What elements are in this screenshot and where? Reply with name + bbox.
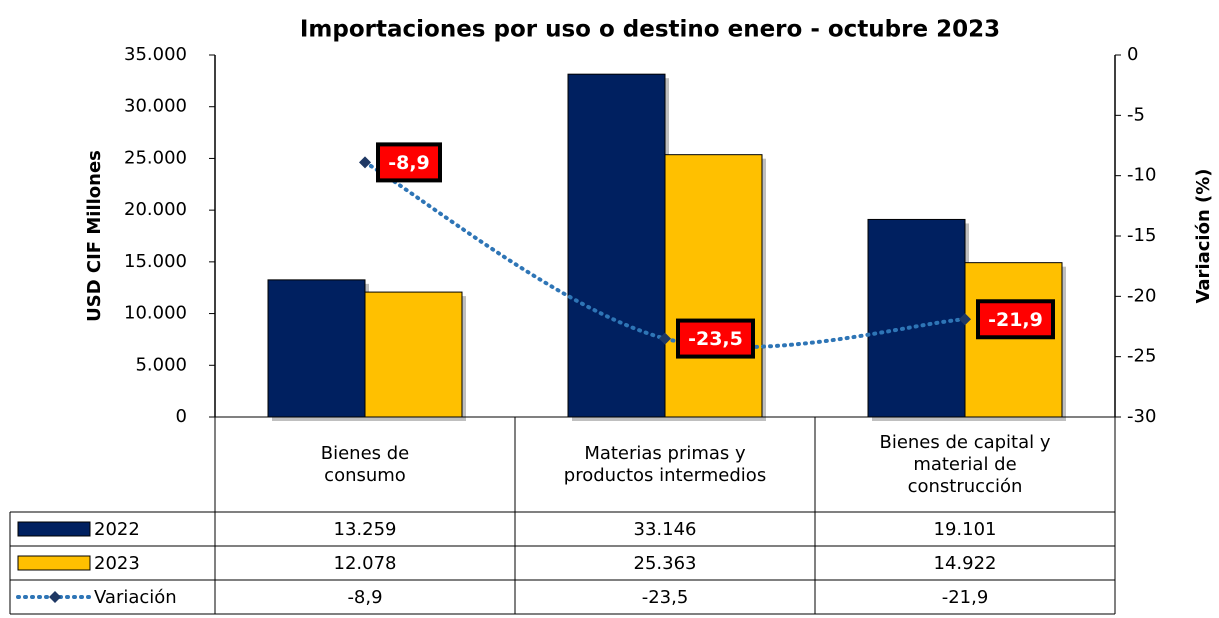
category-text: Materias primas y productos intermedios <box>563 442 767 486</box>
y2-tick-label: -15 <box>1127 225 1156 246</box>
bar <box>267 279 366 418</box>
y2-tick-label: -10 <box>1127 165 1156 186</box>
x-tick-label: Bienes de capital y material de construc… <box>815 417 1115 512</box>
category-text: Bienes de consumo <box>320 442 410 486</box>
line-marker <box>659 332 671 345</box>
y-tick-label: 35.000 <box>124 44 187 65</box>
y2-tick-label: -25 <box>1127 346 1156 367</box>
table-value: 19.101 <box>934 519 997 540</box>
data-label: -23,5 <box>688 328 743 350</box>
data-label: -8,9 <box>388 152 430 174</box>
y2-tick-label: -5 <box>1127 104 1145 125</box>
line-marker <box>49 591 61 603</box>
bar <box>664 154 763 418</box>
data-label-box <box>676 318 755 359</box>
table-value: -8,9 <box>347 587 382 608</box>
bar <box>364 291 463 418</box>
y2-axis-label: Variación (%) <box>1193 168 1214 303</box>
table-value: -21,9 <box>942 587 989 608</box>
data-label-box <box>376 142 442 183</box>
y2-tick-label: -20 <box>1127 285 1156 306</box>
y-tick-label: 5.000 <box>135 354 187 375</box>
y-tick-label: 25.000 <box>124 147 187 168</box>
legend-label: 2022 <box>94 519 140 540</box>
y-axis-label: USD CIF Millones <box>84 150 105 322</box>
x-tick-label: Bienes de consumo <box>215 417 515 512</box>
y-tick-label: 10.000 <box>124 303 187 324</box>
x-tick-label: Materias primas y productos intermedios <box>515 417 815 512</box>
bar <box>964 262 1063 418</box>
legend-label: 2023 <box>94 553 140 574</box>
y-tick-label: 30.000 <box>124 96 187 117</box>
data-label: -21,9 <box>988 309 1043 331</box>
table-value: 25.363 <box>634 553 697 574</box>
bar <box>567 73 666 418</box>
y2-tick-label: -30 <box>1127 406 1156 427</box>
table-value: -23,5 <box>642 587 689 608</box>
chart-title: Importaciones por uso o destino enero - … <box>300 17 1000 43</box>
category-text: Bienes de capital y material de construc… <box>879 431 1051 497</box>
table-value: 33.146 <box>634 519 697 540</box>
legend-label: Variación <box>94 587 177 608</box>
line-marker <box>359 156 371 169</box>
line-marker <box>959 313 971 326</box>
y2-tick-label: 0 <box>1127 44 1138 65</box>
legend-key <box>17 555 91 571</box>
bar <box>867 218 966 418</box>
legend-key <box>17 521 91 537</box>
data-label-box <box>976 299 1055 340</box>
y-tick-label: 20.000 <box>124 199 187 220</box>
y-tick-label: 15.000 <box>124 251 187 272</box>
table-value: 12.078 <box>334 553 397 574</box>
table-value: 14.922 <box>934 553 997 574</box>
table-value: 13.259 <box>334 519 397 540</box>
y-tick-label: 0 <box>176 406 187 427</box>
